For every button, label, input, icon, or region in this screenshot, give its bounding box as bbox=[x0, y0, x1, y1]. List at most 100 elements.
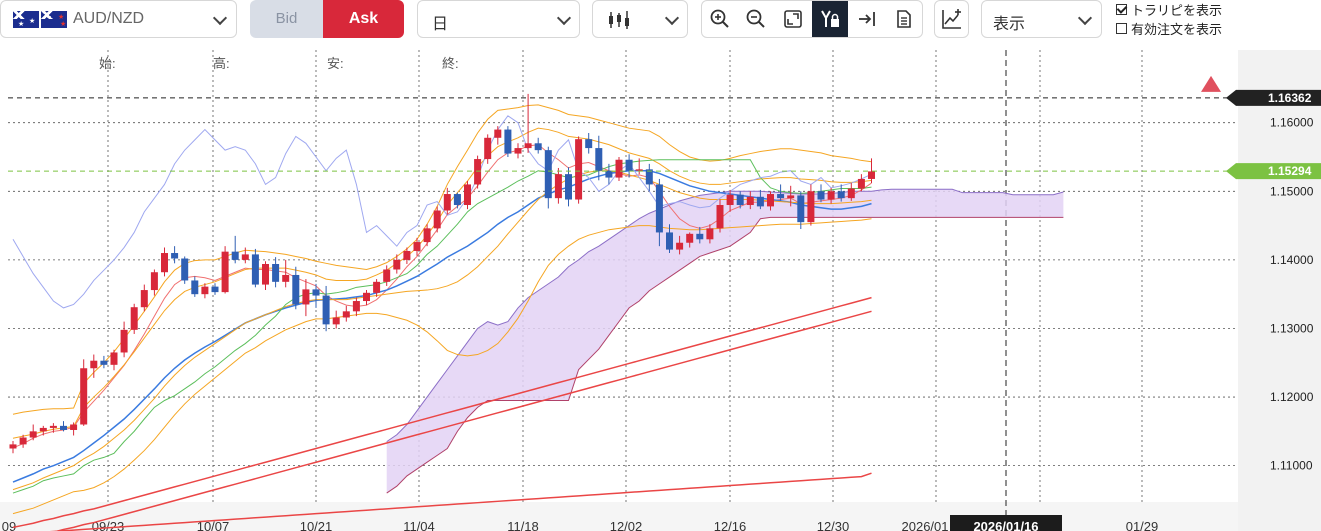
x-tick-label: 12/02 bbox=[610, 519, 643, 531]
checkbox-icon bbox=[1116, 23, 1127, 34]
candle-body bbox=[191, 280, 199, 295]
candle-body bbox=[433, 210, 441, 229]
candle-body bbox=[70, 424, 78, 430]
chevron-down-icon bbox=[212, 10, 228, 26]
price-axis-panel bbox=[1238, 50, 1321, 531]
candle-body bbox=[767, 194, 774, 207]
price-chart[interactable]: 1.16000 1.15000 1.14000 1.13000 1.12000 1.110… bbox=[0, 50, 1321, 531]
new-zealand-flag-icon: ★ ★ bbox=[41, 11, 67, 28]
candle-body bbox=[282, 274, 290, 282]
x-tick-label: 11/18 bbox=[507, 519, 539, 531]
document-icon[interactable] bbox=[886, 1, 922, 37]
candle-body bbox=[625, 159, 633, 171]
zoom-in-icon[interactable] bbox=[702, 1, 738, 37]
currency-pair-label: AUD/NZD bbox=[73, 10, 145, 27]
period-label: 日 bbox=[432, 16, 449, 33]
ohlc-low-label: 安: bbox=[327, 56, 344, 71]
series-line bbox=[12, 144, 872, 449]
chevron-down-icon bbox=[1077, 10, 1093, 26]
candle-body bbox=[706, 228, 714, 240]
candle-body bbox=[140, 290, 148, 308]
candle-body bbox=[534, 143, 542, 151]
ichimoku-cloud bbox=[386, 189, 1064, 494]
current-price-tag bbox=[1226, 163, 1321, 180]
candle-body bbox=[686, 233, 694, 243]
chart-tools-group bbox=[701, 0, 923, 38]
candle-body bbox=[443, 194, 451, 211]
scroll-to-latest-icon[interactable] bbox=[849, 1, 885, 37]
show-trailer-label: トラリピを表示 bbox=[1131, 3, 1223, 18]
zoom-out-icon[interactable] bbox=[738, 1, 774, 37]
candle-body bbox=[403, 250, 411, 260]
candle-body bbox=[100, 360, 108, 365]
chart-type-select[interactable] bbox=[592, 0, 688, 38]
currency-pair-select[interactable]: ★ ★ ★ ★ AUD/NZD bbox=[0, 0, 237, 38]
chart-toolbar: ★ ★ ★ ★ AUD/NZD Bid Ask 日 bbox=[0, 0, 1321, 50]
australia-flag-icon: ★ ★ bbox=[13, 11, 39, 28]
y-tick-label: 1.13000 bbox=[1270, 321, 1314, 335]
series-line bbox=[54, 310, 872, 531]
x-tick-label: 11/04 bbox=[403, 519, 435, 531]
y-tick-label: 1.15000 bbox=[1270, 184, 1314, 198]
series-line bbox=[12, 104, 872, 415]
high-price-tag bbox=[1226, 89, 1321, 106]
candle-body bbox=[302, 289, 310, 305]
high-price-label: 1.16362 bbox=[1268, 91, 1312, 105]
x-tick-label: 10/07 bbox=[197, 519, 230, 531]
candle-body bbox=[736, 194, 744, 206]
candle-body bbox=[383, 269, 391, 282]
cloud-span-b bbox=[386, 216, 1064, 494]
candle-body bbox=[605, 170, 613, 178]
ohlc-open-label: 始: bbox=[99, 56, 116, 71]
candle-body bbox=[49, 425, 57, 428]
fit-screen-icon[interactable] bbox=[775, 1, 811, 37]
candle-body bbox=[201, 286, 209, 295]
candle-body bbox=[554, 174, 562, 199]
candle-body bbox=[262, 263, 269, 285]
series-line bbox=[12, 218, 872, 515]
display-options: トラリピを表示 有効注文を表示 bbox=[1116, 0, 1222, 38]
candle-body bbox=[726, 194, 734, 206]
candle-body bbox=[19, 437, 27, 445]
alert-triangle-icon bbox=[1201, 75, 1221, 92]
bid-button[interactable]: Bid bbox=[250, 0, 323, 38]
candle-body bbox=[120, 329, 128, 353]
x-tick-label: 10/21 bbox=[300, 519, 333, 531]
candle-body bbox=[130, 307, 138, 330]
candle-body bbox=[676, 242, 684, 250]
candle-body bbox=[453, 194, 461, 206]
add-indicator-button[interactable] bbox=[934, 0, 969, 38]
x-tick-label: 2026/01 bbox=[902, 519, 949, 531]
candle-body bbox=[9, 444, 17, 449]
candle-body bbox=[615, 159, 623, 178]
candle-body bbox=[423, 228, 431, 243]
candle-body bbox=[696, 233, 704, 240]
candle-body bbox=[474, 159, 482, 185]
show-orders-checkbox[interactable]: 有効注文を表示 bbox=[1116, 19, 1222, 38]
ask-button[interactable]: Ask bbox=[323, 0, 404, 38]
candle-body bbox=[110, 352, 118, 365]
candle-body bbox=[827, 191, 835, 200]
checkbox-icon bbox=[1116, 4, 1127, 15]
candle-body bbox=[868, 171, 875, 179]
ohlc-close-label: 終: bbox=[442, 56, 459, 71]
current-price-label: 1.15294 bbox=[1268, 164, 1312, 178]
candle-body bbox=[393, 259, 401, 270]
candle-body bbox=[322, 295, 330, 325]
display-label: 表示 bbox=[993, 16, 1026, 33]
ohlc-high-label: 高: bbox=[213, 56, 230, 71]
candle-body bbox=[292, 274, 300, 305]
candle-body bbox=[575, 139, 583, 200]
price-lock-icon[interactable] bbox=[812, 1, 848, 37]
candle-body bbox=[363, 292, 370, 302]
candle-body bbox=[413, 242, 421, 251]
display-select[interactable]: 表示 bbox=[981, 0, 1102, 38]
show-trailer-checkbox[interactable]: トラリピを表示 bbox=[1116, 0, 1222, 19]
period-select[interactable]: 日 bbox=[417, 0, 580, 38]
candle-body bbox=[837, 191, 845, 199]
candle-body bbox=[211, 286, 219, 293]
candle-body bbox=[464, 184, 471, 206]
candle-body bbox=[352, 301, 360, 312]
candle-body bbox=[39, 427, 47, 432]
candle-body bbox=[666, 232, 673, 250]
